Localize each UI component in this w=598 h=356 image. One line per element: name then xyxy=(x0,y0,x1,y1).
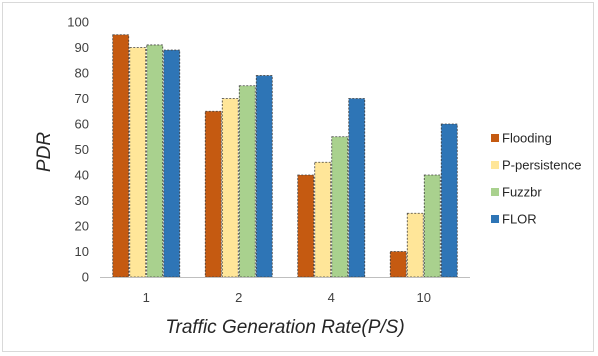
x-tick-label: 4 xyxy=(328,290,335,305)
y-tick-label: 30 xyxy=(75,193,89,208)
bar-flooding-4 xyxy=(297,174,315,278)
y-axis-title: PDR xyxy=(34,132,55,172)
legend-swatch xyxy=(491,215,499,223)
bars xyxy=(112,34,458,278)
bar-flor-1 xyxy=(163,49,181,278)
y-tick-label: 10 xyxy=(75,244,89,259)
legend-swatch xyxy=(491,188,499,196)
bar-flooding-10 xyxy=(389,251,407,278)
x-tick-label: 2 xyxy=(235,290,242,305)
bar-flooding-2 xyxy=(204,110,222,278)
legend-swatch xyxy=(491,134,499,142)
x-axis-title: Traffic Generation Rate(P/S) xyxy=(165,317,404,338)
legend: Flooding P-persistence Fuzzbr FLOR xyxy=(491,131,581,227)
legend-label: Fuzzbr xyxy=(502,185,542,200)
y-tick-label: 60 xyxy=(75,117,89,132)
bar-p-persistence-2 xyxy=(221,98,239,278)
bar-p-persistence-4 xyxy=(314,161,332,278)
bar-flooding-1 xyxy=(112,34,130,278)
legend-label: FLOR xyxy=(502,212,537,227)
bar-p-persistence-1 xyxy=(129,47,147,278)
legend-label: P-persistence xyxy=(502,158,581,173)
y-tick-label: 90 xyxy=(75,40,89,55)
legend-swatch xyxy=(491,161,499,169)
y-tick-label: 100 xyxy=(67,15,89,30)
bar-flor-4 xyxy=(348,98,366,278)
y-tick-label: 80 xyxy=(75,66,89,81)
x-tick-label: 10 xyxy=(417,290,431,305)
bar-fuzzbr-1 xyxy=(146,44,164,278)
bar-p-persistence-10 xyxy=(406,212,424,278)
bar-fuzzbr-4 xyxy=(331,136,349,278)
x-axis-ticks: 1 2 4 10 xyxy=(143,290,431,305)
legend-label: Flooding xyxy=(502,131,552,146)
y-tick-label: 0 xyxy=(82,270,89,285)
y-axis-ticks: 0 10 20 30 40 50 60 70 80 90 100 xyxy=(67,15,89,285)
bar-fuzzbr-2 xyxy=(238,85,256,278)
bar-flor-10 xyxy=(440,123,458,278)
y-tick-label: 70 xyxy=(75,91,89,106)
y-tick-label: 20 xyxy=(75,219,89,234)
x-tick-label: 1 xyxy=(143,290,150,305)
y-tick-label: 50 xyxy=(75,142,89,157)
bar-flor-2 xyxy=(255,75,273,278)
y-tick-label: 40 xyxy=(75,168,89,183)
bar-fuzzbr-10 xyxy=(423,174,441,278)
